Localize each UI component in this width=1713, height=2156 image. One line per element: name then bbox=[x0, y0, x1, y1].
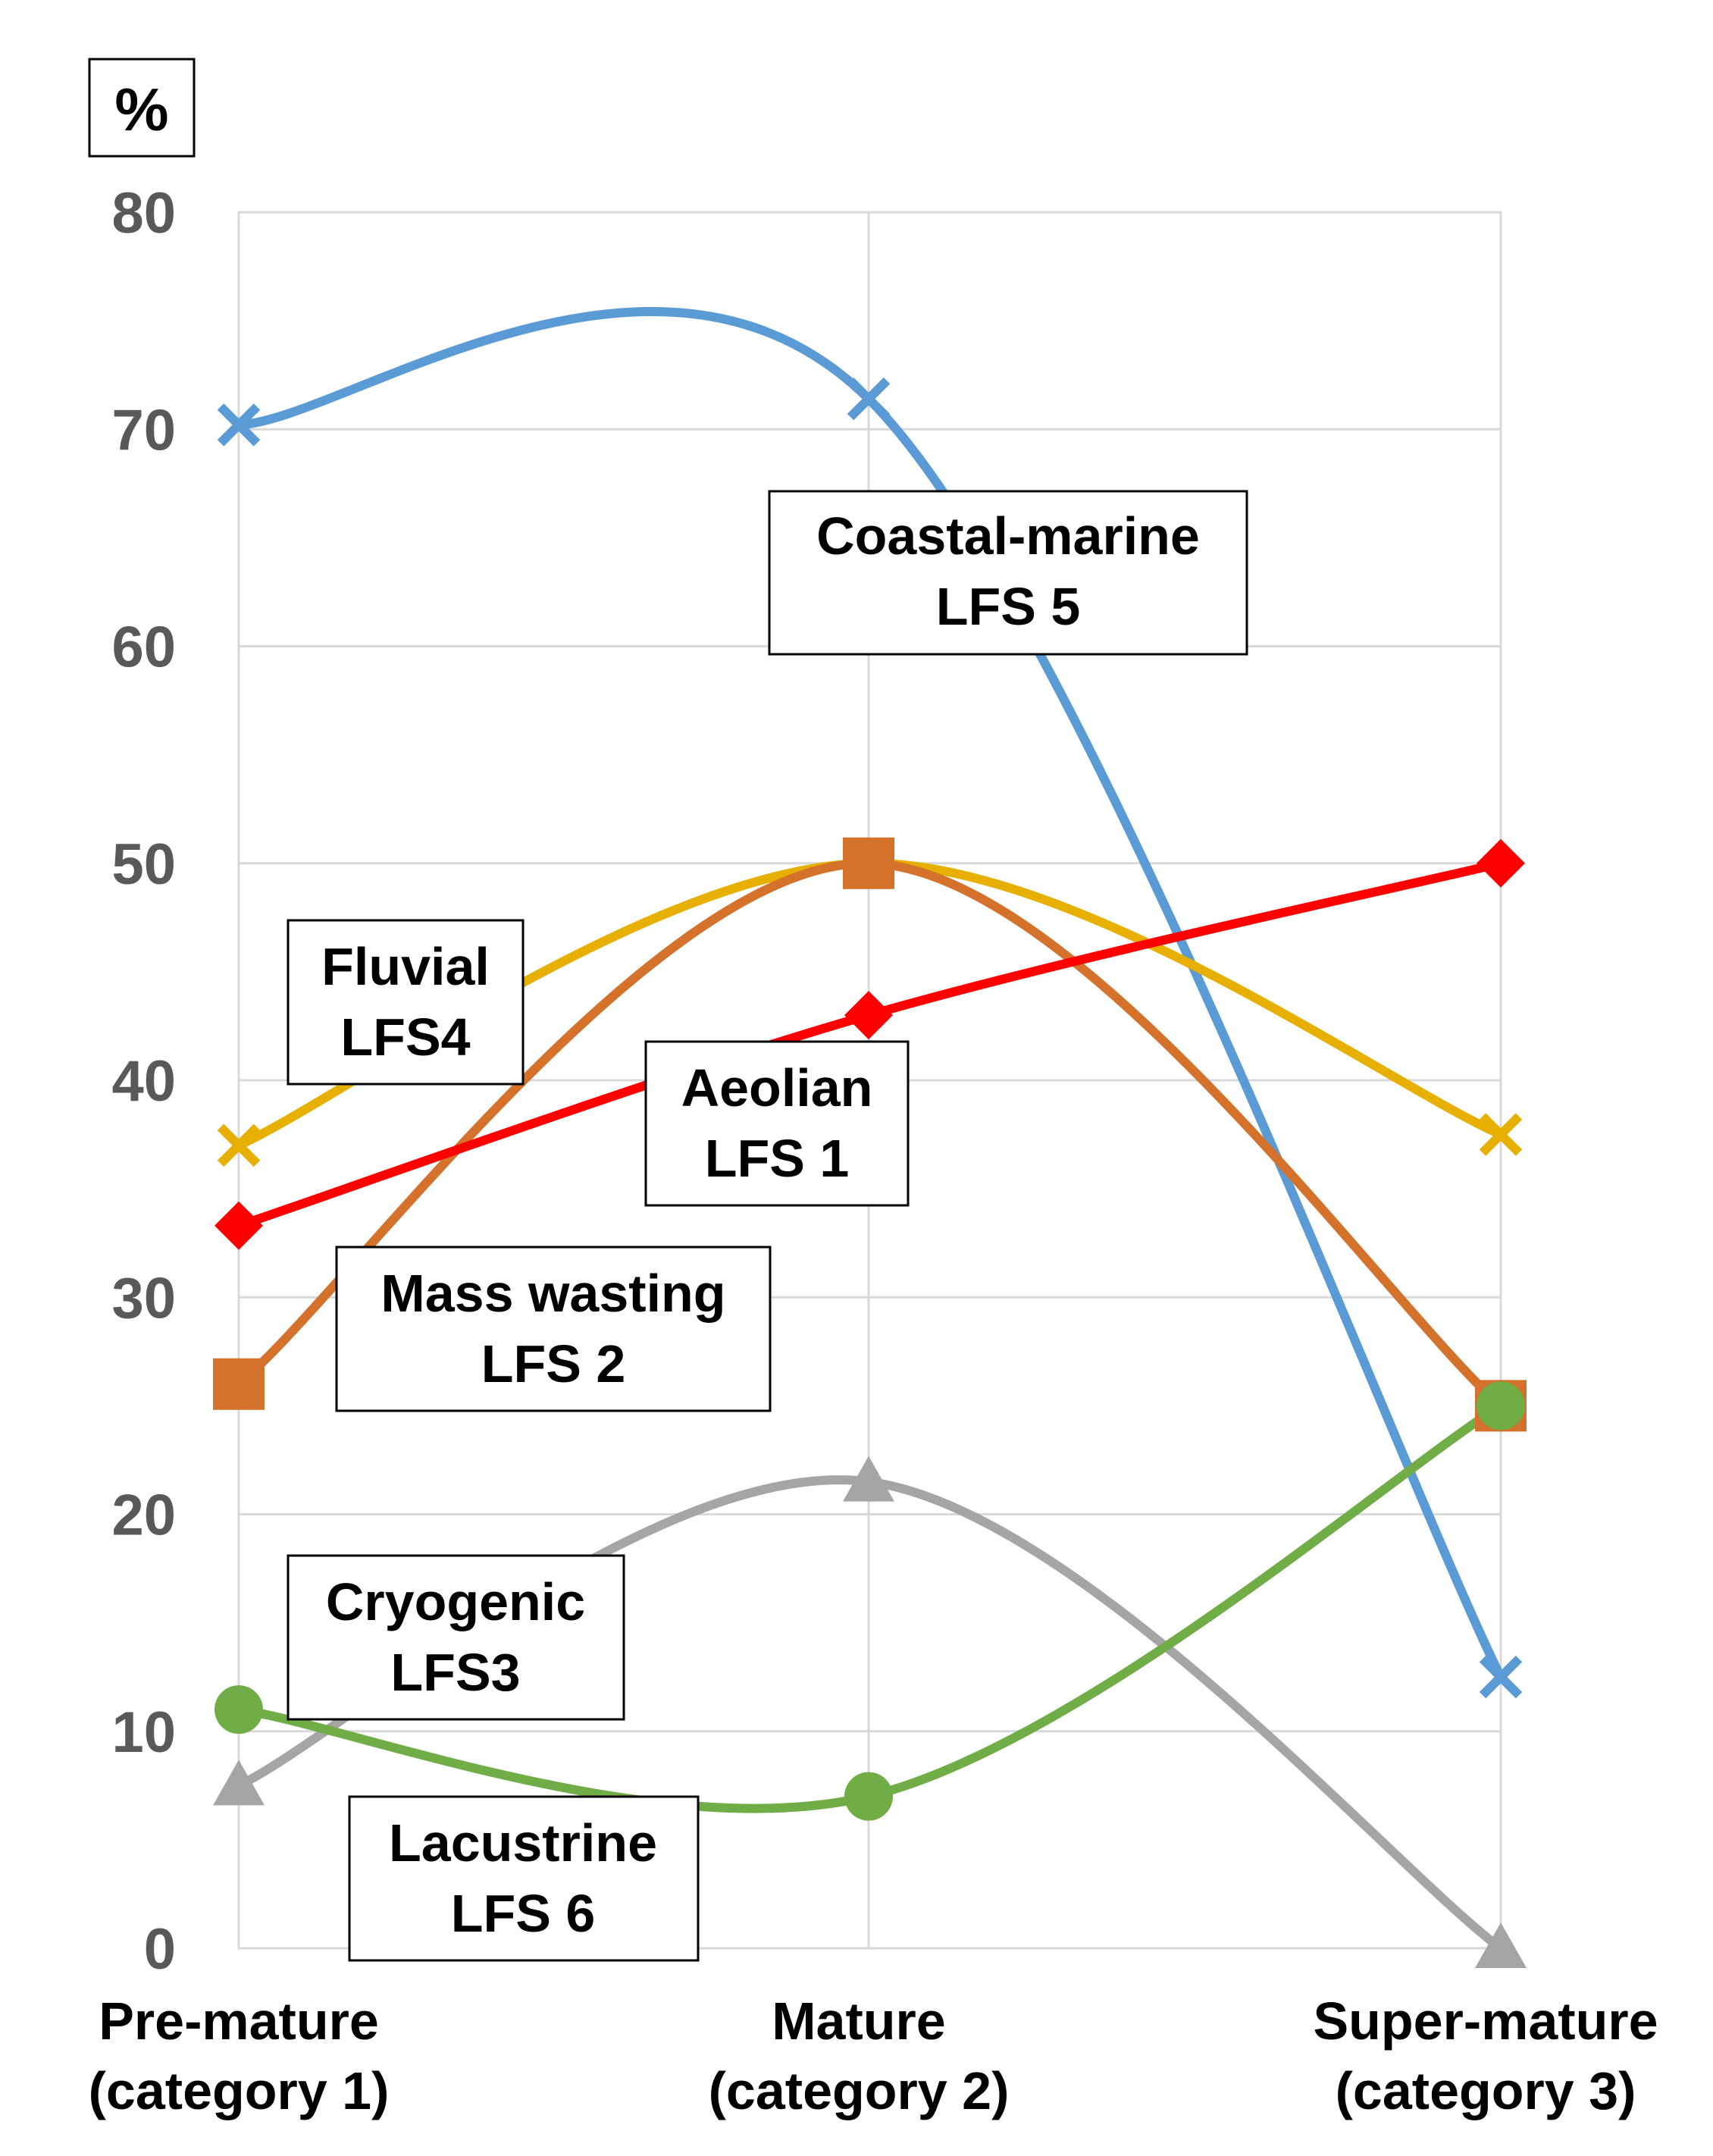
label-box-coastal-marine: Coastal-marine LFS 5 bbox=[768, 490, 1248, 656]
y-unit-box: % bbox=[88, 58, 196, 158]
x-tick-label: (category 2) bbox=[709, 2061, 1010, 2120]
marker-lfs4 bbox=[217, 1123, 261, 1167]
y-axis-ticks: 0 10 20 30 40 50 60 70 80 bbox=[111, 181, 176, 1982]
label-box-cryogenic: Cryogenic LFS3 bbox=[287, 1554, 625, 1721]
y-tick-label: 50 bbox=[111, 832, 176, 897]
marker-lfs5 bbox=[1479, 1655, 1523, 1699]
marker-lfs2 bbox=[843, 837, 894, 889]
marker-lfs6 bbox=[1475, 1923, 1527, 1968]
label-coastal-marine-line1: Coastal-marine bbox=[816, 506, 1200, 566]
x-tick-label: Mature bbox=[772, 1991, 945, 2051]
marker-lfs1 bbox=[1477, 838, 1525, 888]
marker-lfs1 bbox=[844, 991, 893, 1040]
x-tick-label: (category 3) bbox=[1336, 2061, 1636, 2120]
x-tick-label: Super-mature bbox=[1313, 1991, 1658, 2051]
y-unit-label: % bbox=[114, 76, 168, 143]
x-tick-label: Pre-mature bbox=[99, 1991, 379, 2051]
marker-lfs6 bbox=[843, 1456, 894, 1502]
marker-lfs5 bbox=[217, 403, 261, 447]
y-tick-label: 40 bbox=[111, 1049, 176, 1114]
label-cryogenic-line1: Cryogenic bbox=[326, 1572, 585, 1631]
label-fluvial-line1: Fluvial bbox=[321, 937, 490, 996]
y-tick-label: 10 bbox=[111, 1700, 176, 1765]
y-tick-label: 20 bbox=[111, 1484, 176, 1548]
marker-lfs4 bbox=[1479, 1113, 1523, 1156]
marker-lfs3 bbox=[215, 1685, 263, 1735]
label-mass-wasting-line2: LFS 2 bbox=[481, 1334, 626, 1393]
marker-lfs1 bbox=[215, 1201, 263, 1250]
y-tick-label: 30 bbox=[111, 1266, 176, 1330]
y-tick-label: 70 bbox=[111, 398, 176, 462]
label-coastal-marine-line2: LFS 5 bbox=[936, 577, 1081, 636]
label-lacustrine-line2: LFS 6 bbox=[451, 1884, 596, 1943]
label-aeolian-line1: Aeolian bbox=[681, 1058, 873, 1117]
marker-lfs3 bbox=[844, 1772, 893, 1821]
label-cryogenic-line2: LFS3 bbox=[390, 1643, 520, 1702]
label-box-lacustrine: Lacustrine LFS 6 bbox=[348, 1795, 700, 1962]
marker-lfs6 bbox=[213, 1760, 265, 1806]
y-tick-label: 80 bbox=[111, 181, 176, 246]
label-mass-wasting-line1: Mass wasting bbox=[380, 1264, 725, 1323]
label-fluvial-line2: LFS4 bbox=[340, 1007, 470, 1067]
label-box-aeolian: Aeolian LFS 1 bbox=[644, 1040, 910, 1207]
x-axis-ticks: Pre-mature (category 1) Mature (category 2)… bbox=[89, 1991, 1658, 2120]
label-lacustrine-line1: Lacustrine bbox=[389, 1813, 657, 1872]
y-tick-label: 0 bbox=[144, 1917, 176, 1982]
label-aeolian-line2: LFS 1 bbox=[705, 1129, 850, 1188]
label-box-mass-wasting: Mass wasting LFS 2 bbox=[335, 1246, 772, 1412]
marker-lfs5 bbox=[847, 377, 891, 421]
marker-lfs3 bbox=[1477, 1381, 1525, 1431]
y-tick-label: 60 bbox=[111, 616, 176, 680]
series-line-lfs5 bbox=[234, 307, 1505, 1682]
x-tick-label: (category 1) bbox=[89, 2061, 390, 2120]
marker-lfs2 bbox=[213, 1358, 265, 1410]
label-box-fluvial: Fluvial LFS4 bbox=[287, 919, 525, 1086]
markers-group bbox=[213, 377, 1527, 1968]
